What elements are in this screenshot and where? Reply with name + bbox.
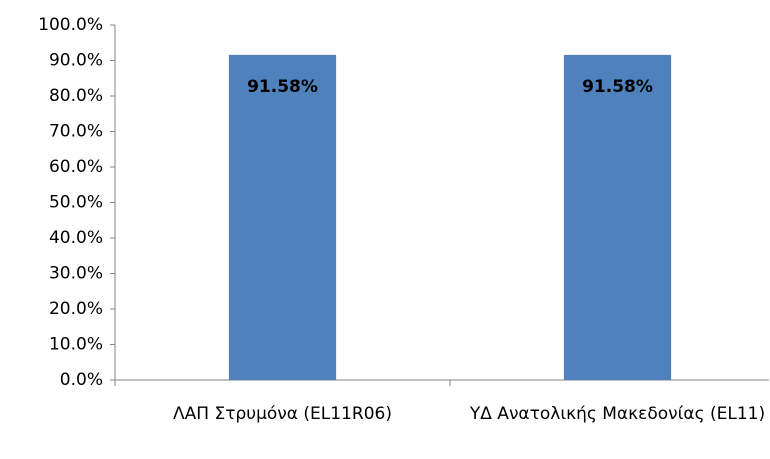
y-tick-label: 60.0% bbox=[49, 157, 103, 177]
y-tick-label: 40.0% bbox=[49, 228, 103, 248]
y-tick-label: 100.0% bbox=[38, 15, 103, 35]
y-tick-label: 10.0% bbox=[49, 335, 103, 355]
x-tick-label: ΥΔ Ανατολικής Μακεδονίας (EL11) bbox=[469, 404, 766, 424]
bar bbox=[228, 54, 337, 381]
y-tick-label: 0.0% bbox=[60, 370, 103, 390]
bar bbox=[563, 54, 672, 381]
y-tick-label: 50.0% bbox=[49, 193, 103, 213]
x-tick-label: ΛΑΠ Στρυμόνα (EL11R06) bbox=[173, 404, 392, 424]
y-tick-label: 80.0% bbox=[49, 86, 103, 106]
y-tick-label: 30.0% bbox=[49, 264, 103, 284]
y-tick-label: 90.0% bbox=[49, 51, 103, 71]
value-label: 91.58% bbox=[582, 77, 653, 97]
y-tick-label: 20.0% bbox=[49, 299, 103, 319]
y-tick-label: 70.0% bbox=[49, 122, 103, 142]
value-label: 91.58% bbox=[247, 77, 318, 97]
